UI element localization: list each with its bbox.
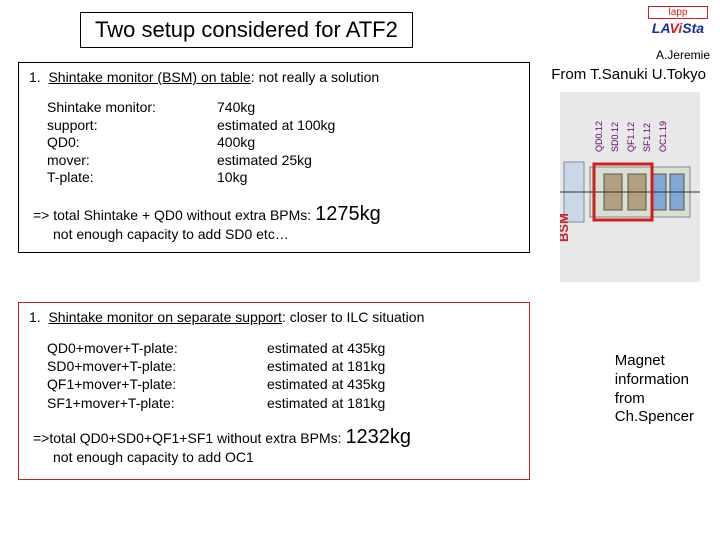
svg-text:SD0.12: SD0.12 [610, 122, 620, 152]
table-cell: SD0+mover+T-plate: [47, 357, 267, 375]
table-cell: 400kg [217, 134, 335, 152]
table-cell: 10kg [217, 169, 335, 187]
svg-text:QD0.12: QD0.12 [594, 121, 604, 152]
table-cell: support: [47, 117, 217, 135]
table-cell: T-plate: [47, 169, 217, 187]
box1-table: Shintake monitor: support: QD0: mover: T… [47, 99, 519, 187]
table-cell: estimated at 435kg [267, 375, 385, 393]
box2-heading: 1. Shintake monitor on separate support:… [29, 309, 519, 325]
from-label: From T.Sanuki U.Tokyo [551, 66, 706, 83]
table-cell: QF1+mover+T-plate: [47, 375, 267, 393]
table-cell: estimated at 181kg [267, 394, 385, 412]
magnet-info: Magnet information from Ch.Spencer [615, 352, 694, 427]
svg-text:QF1.12: QF1.12 [626, 122, 636, 152]
table-cell: mover: [47, 152, 217, 170]
box1-heading: 1. Shintake monitor (BSM) on table: not … [29, 69, 519, 85]
diagram-svg: QD0.12 SD0.12 QF1.12 SF1.12 OC1.19 BSM [560, 92, 700, 282]
svg-text:BSM: BSM [560, 213, 571, 242]
table-cell: SF1+mover+T-plate: [47, 394, 267, 412]
table-cell: estimated 25kg [217, 152, 335, 170]
table-cell: 740kg [217, 99, 335, 117]
table-cell: estimated at 435kg [267, 339, 385, 357]
author-label: A.Jeremie [656, 48, 710, 62]
table-cell: QD0+mover+T-plate: [47, 339, 267, 357]
logo-top: lapp [648, 6, 708, 19]
setup-box-2: 1. Shintake monitor on separate support:… [18, 302, 530, 480]
box2-total: =>total QD0+SD0+QF1+SF1 without extra BP… [33, 426, 519, 449]
svg-text:OC1.19: OC1.19 [658, 121, 668, 152]
table-cell: estimated at 181kg [267, 357, 385, 375]
table-cell: estimated at 100kg [217, 117, 335, 135]
table-cell: QD0: [47, 134, 217, 152]
svg-text:SF1.12: SF1.12 [642, 123, 652, 152]
schematic-diagram: QD0.12 SD0.12 QF1.12 SF1.12 OC1.19 BSM [560, 92, 700, 282]
table-cell: Shintake monitor: [47, 99, 217, 117]
box2-table: QD0+mover+T-plate: SD0+mover+T-plate: QF… [47, 339, 519, 412]
box1-subnote: not enough capacity to add SD0 etc… [53, 226, 519, 242]
box2-subnote: not enough capacity to add OC1 [53, 449, 519, 465]
box1-total: => total Shintake + QD0 without extra BP… [33, 203, 519, 226]
page-title: Two setup considered for ATF2 [80, 12, 413, 48]
logo-bottom: LAViSta [648, 20, 708, 36]
logo: lapp LAViSta [648, 6, 708, 36]
setup-box-1: 1. Shintake monitor (BSM) on table: not … [18, 62, 530, 253]
